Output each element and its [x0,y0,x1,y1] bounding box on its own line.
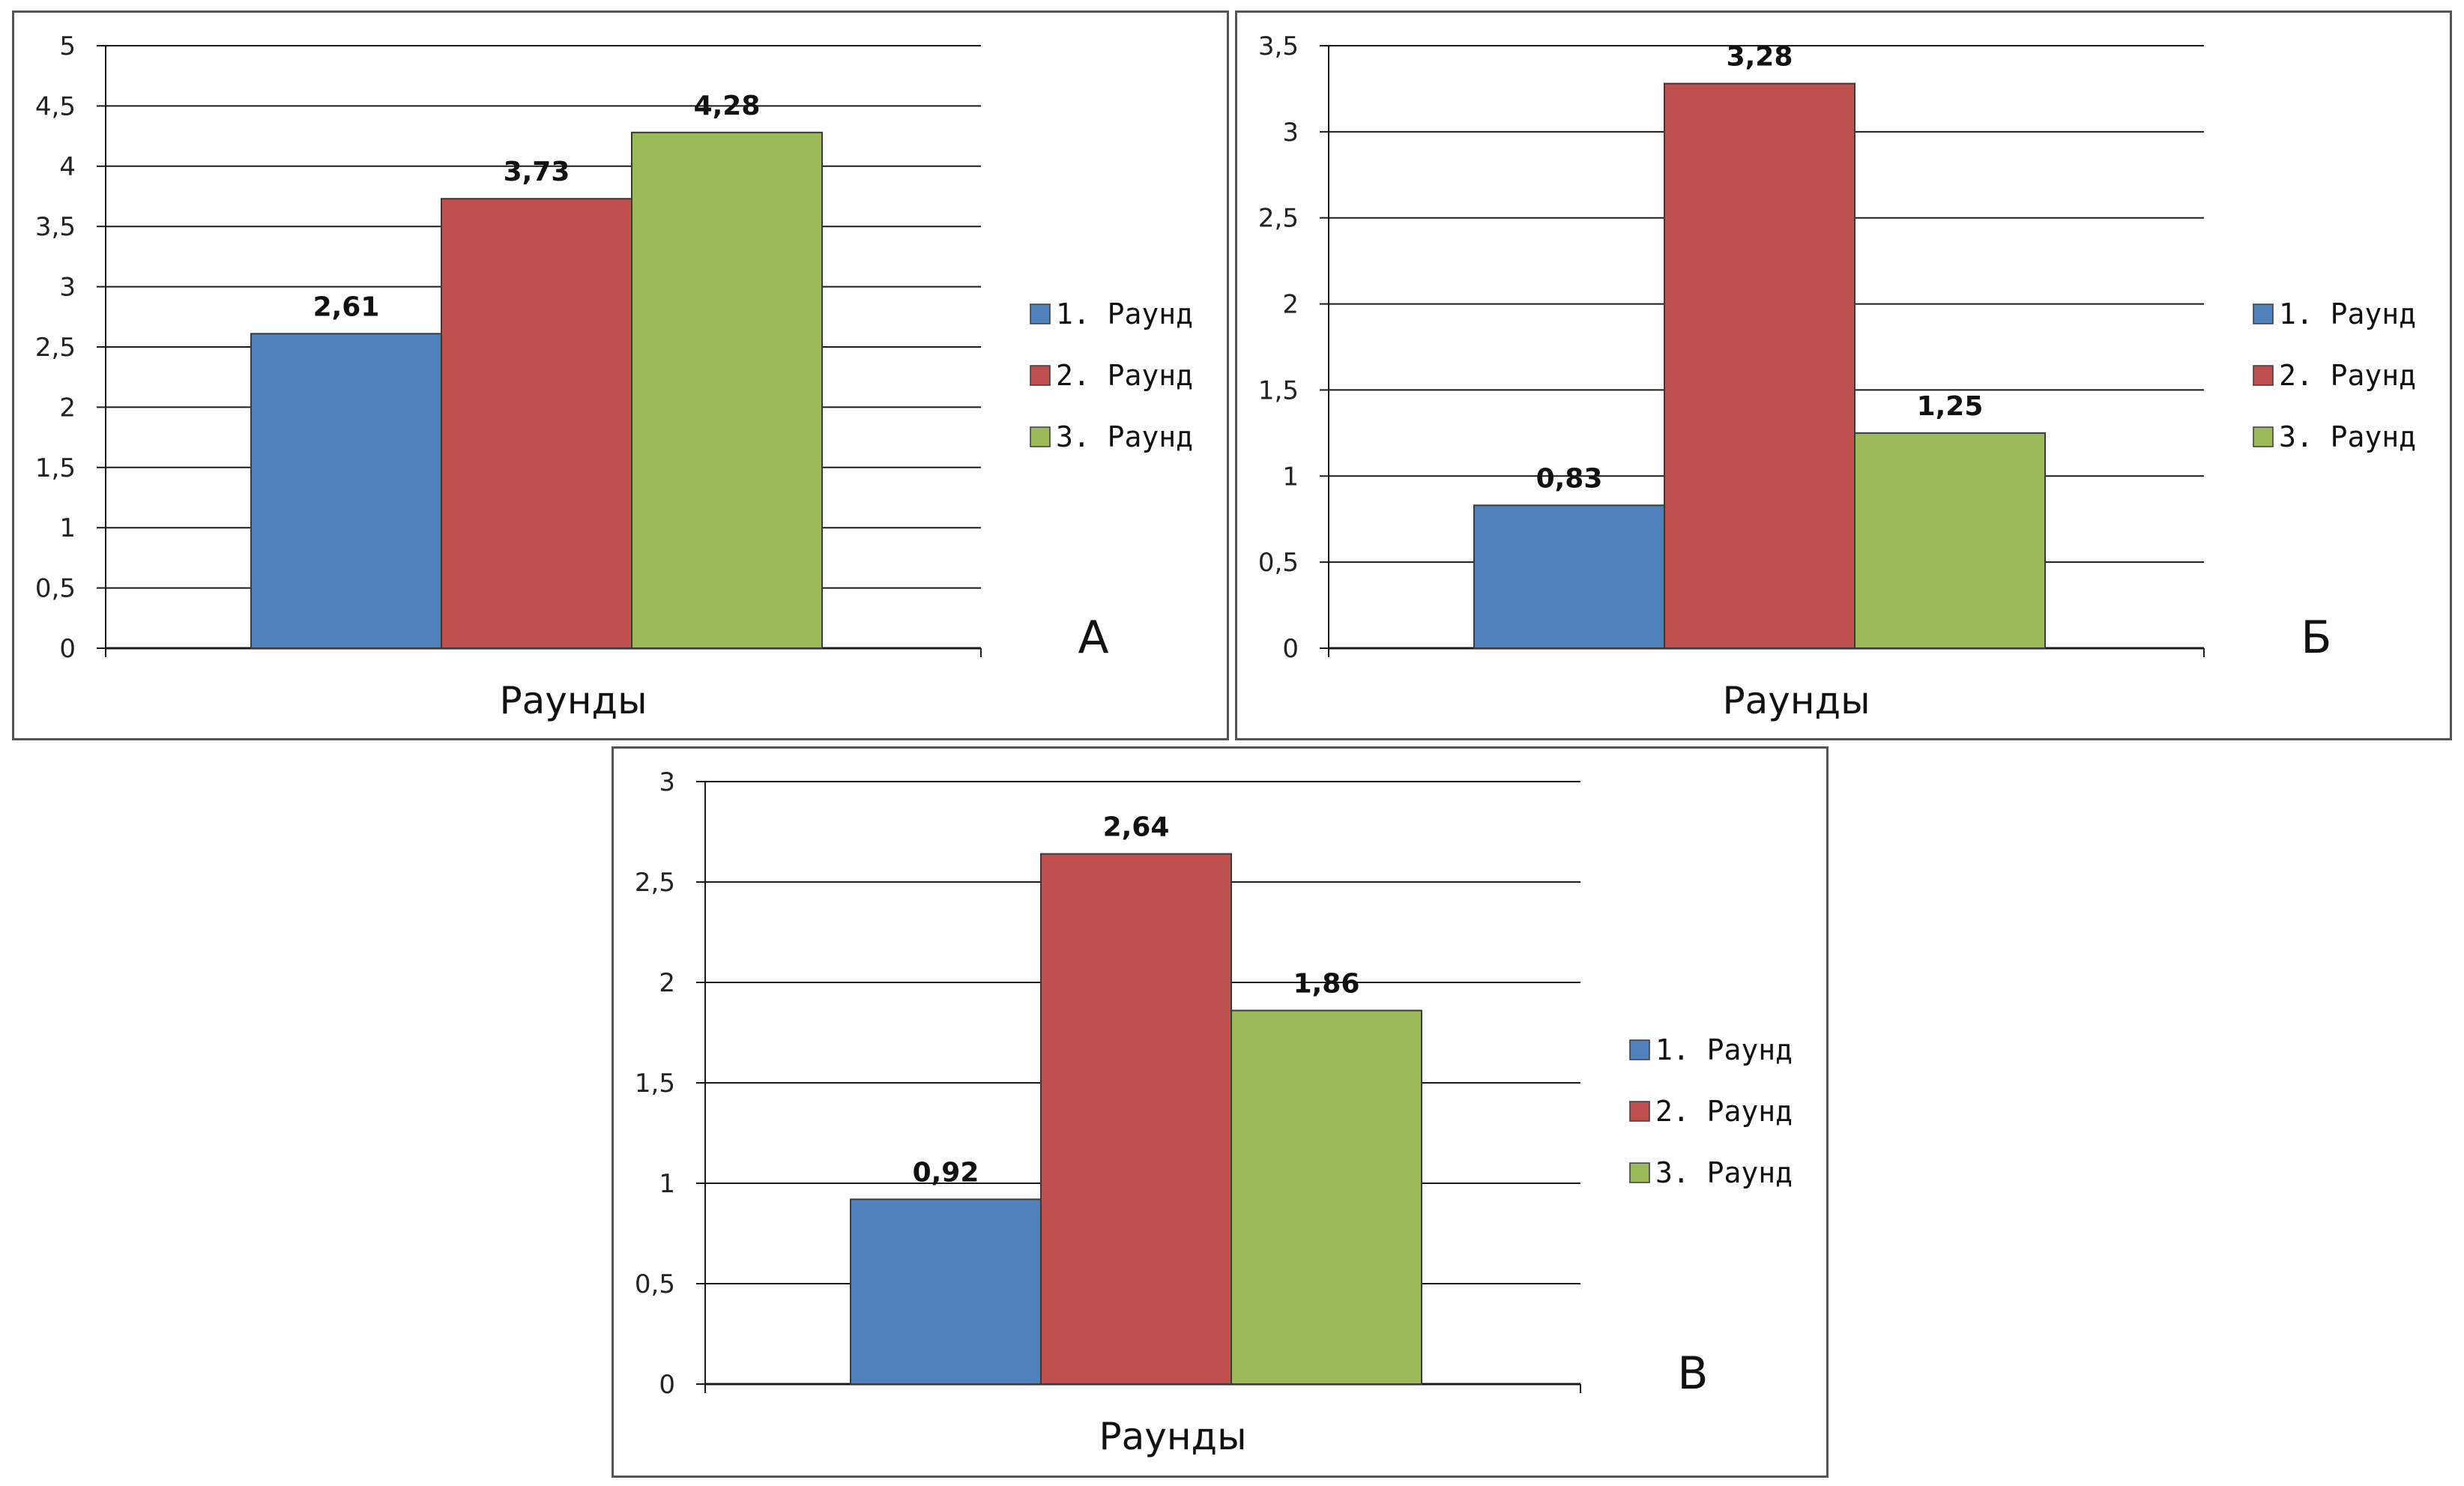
panel-letter: А [1078,611,1108,664]
chart-a-svg: 0 0,5 1 1,5 2 2,5 3 3,5 4 4,5 5 2,61 3,73 4,28 Раунды А… [35,31,1193,722]
bar-series-3 [1231,1009,1422,1385]
legend-label-1: 1. Раунд [1655,1033,1793,1066]
bar-series-1 [250,333,442,649]
y-tick-label: 4,5 [35,91,76,121]
chart-b-svg: 0 0,5 1 1,5 2 2,5 3 3,5 0,83 3,28 1,25 Раунды Б 1. Ра… [1258,31,2416,722]
y-tick-label: 3,5 [1258,31,1299,61]
y-tick-label: 1,5 [635,1069,675,1099]
data-label-series-2: 2,64 [1103,812,1170,842]
data-label-series-3: 4,28 [694,91,761,121]
legend-swatch-2 [1030,365,1051,386]
data-label-series-3: 1,86 [1293,969,1360,1000]
bar-series-2 [1664,82,1855,649]
y-tick-label: 0 [59,634,76,664]
legend-swatch-3 [1629,1162,1650,1183]
chart-c-svg: 0 0,5 1 1,5 2 2,5 3 0,92 2,64 1,86 Раунды В 1. Раунд… [635,767,1793,1458]
legend-label-3: 3. Раунд [2279,420,2416,453]
legend-label-1: 1. Раунд [1056,297,1193,330]
chart-panel-b: 0 0,5 1 1,5 2 2,5 3 3,5 0,83 3,28 1,25 Раунды Б 1. Ра… [1235,10,2452,740]
data-label-series-2: 3,73 [504,157,570,187]
bar-series-2 [1040,853,1232,1386]
legend-label-2: 2. Раунд [2279,359,2416,392]
data-label-series-3: 1,25 [1917,391,1984,422]
legend-swatch-2 [2253,365,2274,386]
bar-series-1 [1473,504,1665,650]
legend-label-3: 3. Раунд [1655,1156,1793,1189]
legend-label-1: 1. Раунд [2279,297,2416,330]
y-tick-label: 0,5 [1258,548,1299,578]
y-tick-label: 3 [1282,118,1299,148]
y-tick-label: 4 [59,152,76,182]
legend-label-2: 2. Раунд [1056,359,1193,392]
legend-swatch-2 [1629,1101,1650,1122]
x-axis-label: Раунды [1099,1415,1246,1458]
y-tick-label: 2,5 [35,333,76,363]
y-tick-label: 0 [659,1370,675,1400]
bar-series-2 [441,198,632,649]
bar-series-3 [1854,432,2046,649]
legend-swatch-3 [2253,426,2274,447]
legend-label-2: 2. Раунд [1655,1095,1793,1128]
y-tick-label: 0 [1282,634,1299,664]
bar-series-3 [631,131,823,649]
y-tick-label: 3 [59,273,76,303]
data-label-series-1: 0,83 [1536,463,1603,494]
y-tick-label: 0,5 [635,1269,675,1299]
y-tick-label: 2 [59,393,76,423]
y-tick-label: 2 [659,968,675,998]
data-label-series-1: 2,61 [313,292,380,322]
y-tick-label: 1,5 [35,453,76,483]
y-tick-label: 2,5 [635,868,675,898]
y-tick-label: 5 [59,31,76,61]
chart-panel-a: 0 0,5 1 1,5 2 2,5 3 3,5 4 4,5 5 2,61 3,73 4,28 Раунды А… [12,10,1229,740]
panel-letter: В [1677,1347,1708,1400]
legend-swatch-1 [1629,1039,1650,1060]
y-tick-label: 0,5 [35,574,76,604]
legend-swatch-1 [1030,303,1051,324]
y-tick-label: 1 [59,513,76,543]
x-axis-label: Раунды [1722,679,1870,722]
legend-swatch-1 [2253,303,2274,324]
data-label-series-1: 0,92 [913,1157,979,1188]
legend-label-3: 3. Раунд [1056,420,1193,453]
panel-letter: Б [2301,611,2331,664]
chart-panel-c: 0 0,5 1 1,5 2 2,5 3 0,92 2,64 1,86 Раунды В 1. Раунд… [612,746,1829,1478]
y-tick-label: 3 [659,767,675,797]
x-axis-label: Раунды [499,679,647,722]
y-tick-label: 2 [1282,290,1299,320]
y-tick-label: 1 [1282,462,1299,492]
y-tick-label: 1,5 [1258,375,1299,405]
legend-swatch-3 [1030,426,1051,447]
y-tick-label: 2,5 [1258,204,1299,234]
y-tick-label: 3,5 [35,212,76,242]
y-tick-label: 1 [659,1169,675,1199]
data-label-series-2: 3,28 [1727,42,1793,73]
bar-series-1 [850,1198,1042,1385]
